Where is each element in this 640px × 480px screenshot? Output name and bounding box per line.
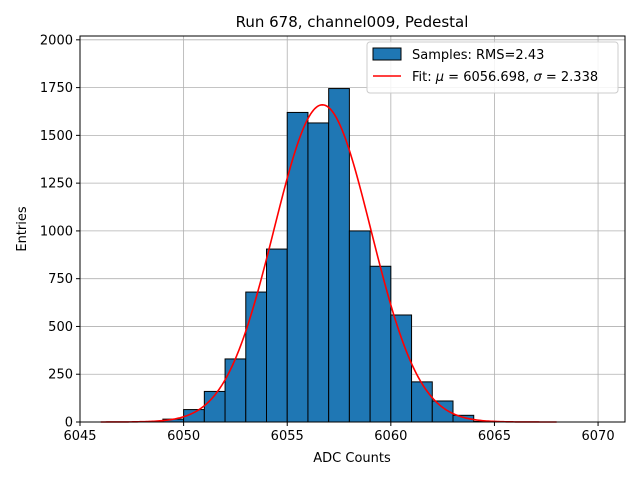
histogram-bar-5 [266, 248, 288, 423]
legend-fit-label: Fit: μ = 6056.698, σ = 2.338 [412, 70, 598, 85]
legend-box [366, 41, 619, 94]
fit-curve [100, 103, 557, 423]
histogram-bar-10 [369, 265, 392, 423]
legend-histogram-label: Samples: RMS=2.43 [412, 48, 544, 63]
y-tick-label-3: 750 [48, 272, 73, 287]
legend-histogram-swatch [372, 47, 402, 61]
y-tick-label-5: 1250 [40, 177, 73, 192]
y-tick-label-8: 2000 [40, 33, 73, 48]
x-tick-label-5: 6070 [582, 429, 615, 444]
chart-title: Run 678, channel009, Pedestal [236, 13, 469, 31]
y-tick-label-0: 0 [65, 416, 73, 431]
y-tick-label-6: 1500 [40, 129, 73, 144]
x-axis-label: ADC Counts [313, 451, 391, 466]
histogram-bar-6 [286, 111, 309, 423]
histogram-bar-9 [348, 230, 371, 423]
histogram-bar-11 [390, 314, 413, 423]
histogram-bars [162, 88, 495, 423]
histogram-bar-3 [224, 358, 247, 423]
x-tick-label-1: 6050 [167, 429, 200, 444]
y-tick-label-2: 500 [48, 320, 73, 335]
histogram-bar-7 [307, 122, 330, 423]
x-tick-label-0: 6045 [63, 429, 96, 444]
histogram-bar-4 [245, 291, 268, 423]
x-tick-label-4: 6065 [478, 429, 511, 444]
x-tick-label-2: 6055 [271, 429, 304, 444]
x-tick-label-3: 6060 [374, 429, 407, 444]
y-axis-ticks: 0 250 500 750 1000 1250 1500 1750 2000 [40, 33, 80, 431]
histogram-bar-8 [328, 88, 350, 423]
x-axis-ticks: 6045 6050 6055 6060 6065 6070 [63, 422, 615, 444]
y-tick-label-1: 250 [48, 368, 73, 383]
legend: Samples: RMS=2.43 Fit: μ = 6056.698, σ =… [366, 41, 619, 94]
plot-frame [79, 35, 626, 423]
histogram-bar-12 [411, 381, 433, 423]
y-tick-label-7: 1750 [40, 81, 73, 96]
y-axis-label: Entries [15, 206, 30, 252]
y-tick-label-4: 1000 [40, 224, 73, 239]
